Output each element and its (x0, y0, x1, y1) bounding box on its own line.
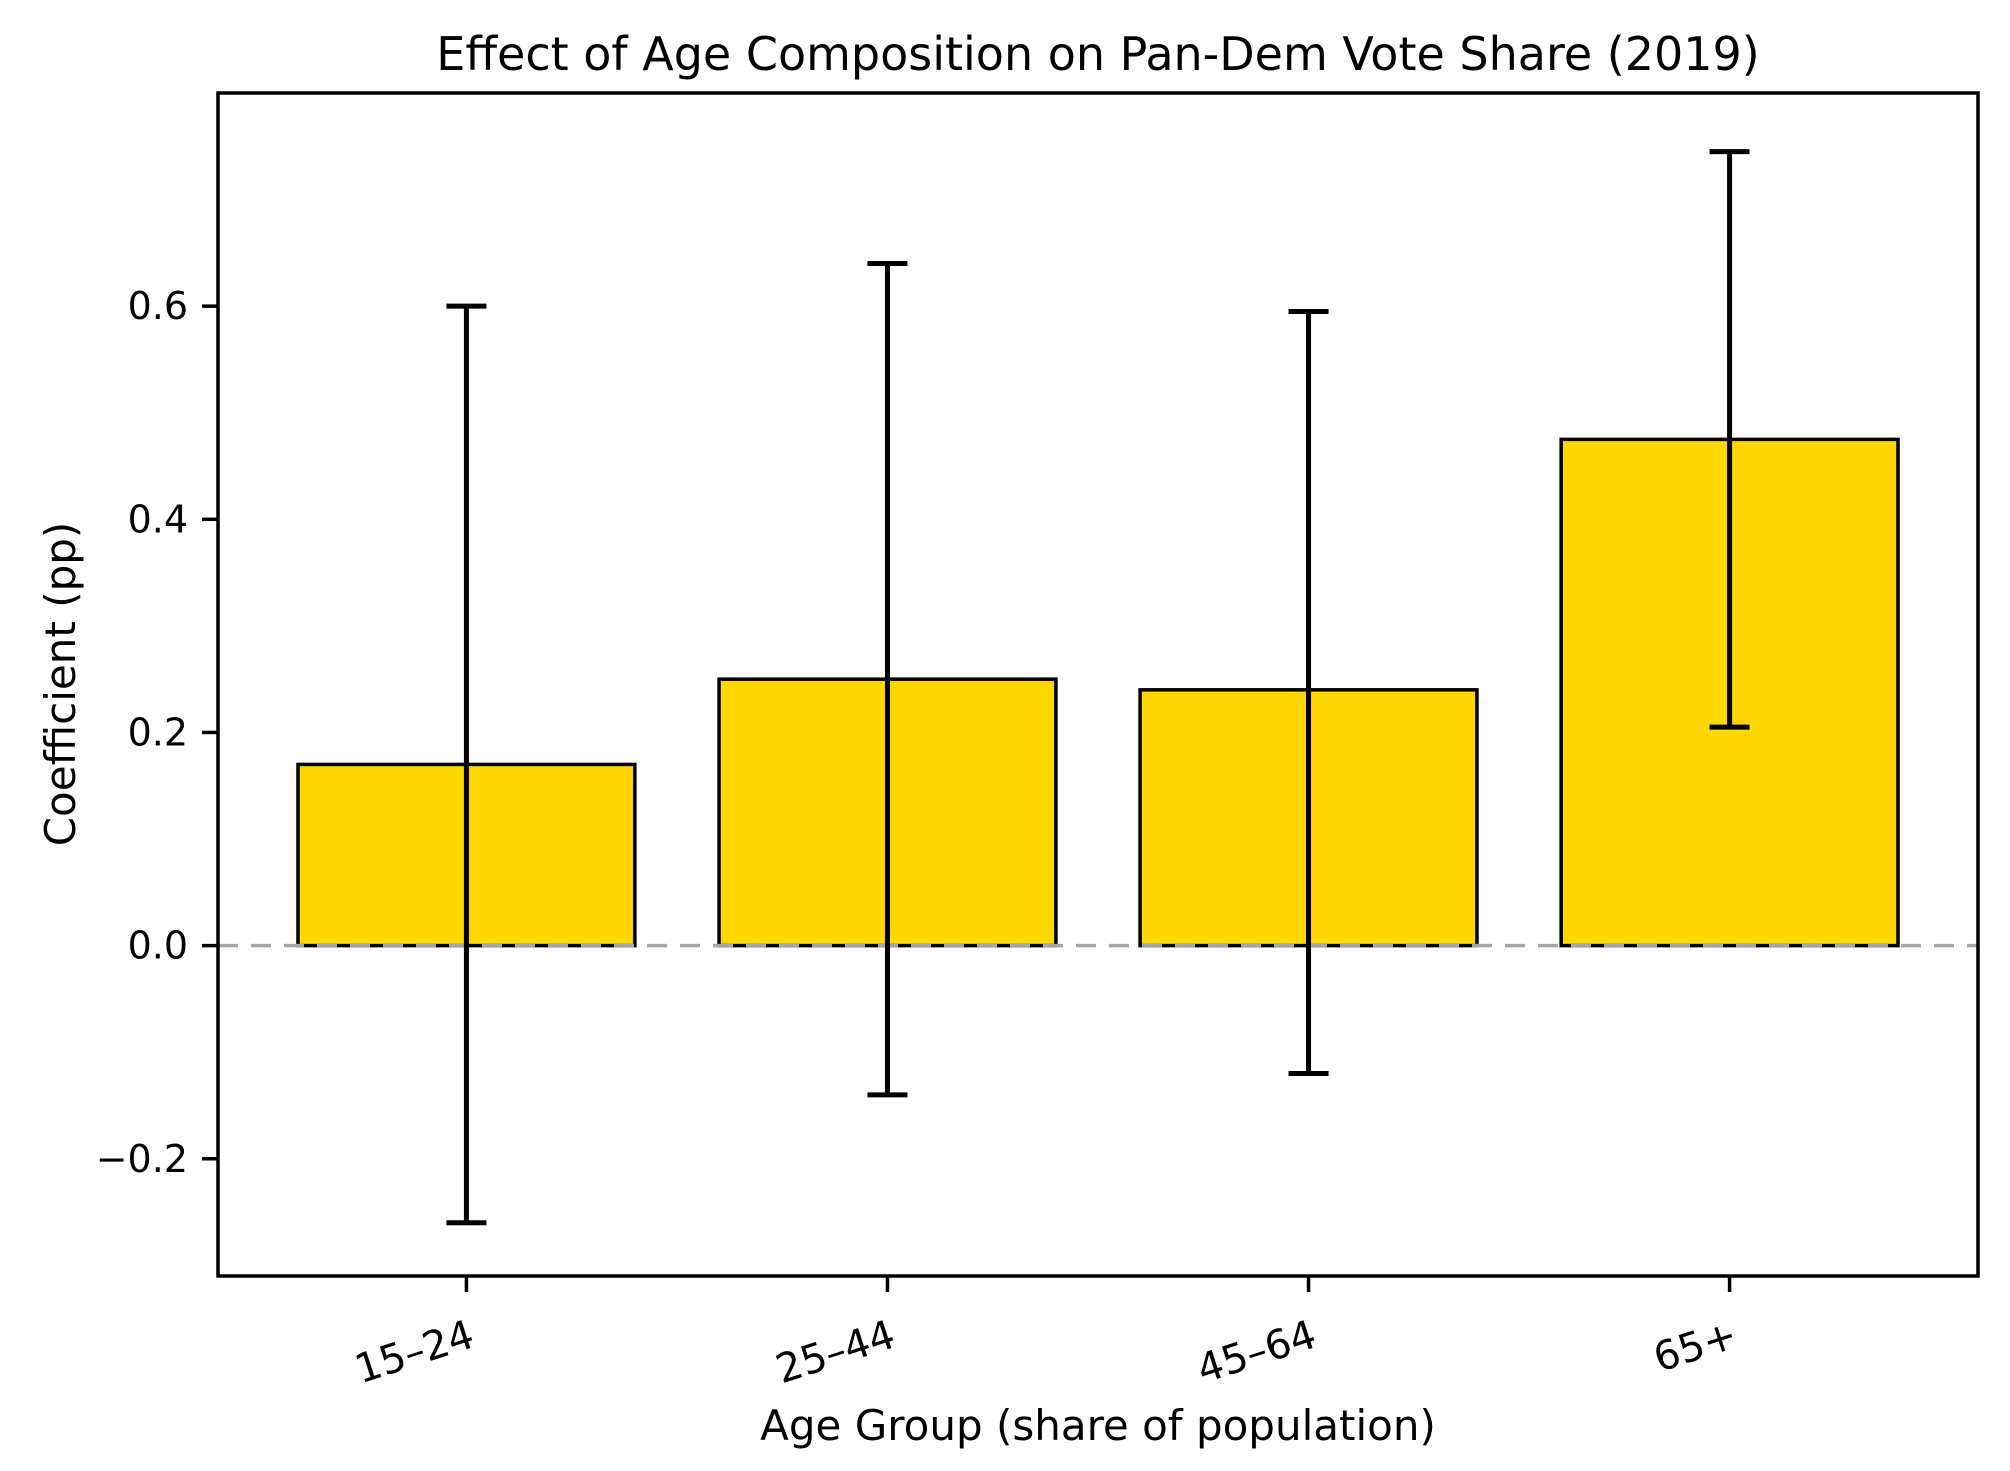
x-tick-label-0: 15–24 (349, 1312, 479, 1393)
y-tick-label-0: −0.2 (96, 1137, 188, 1181)
y-tick-label-3: 0.4 (128, 497, 188, 541)
plot-area: −0.2 0.0 0.2 0.4 0.6 15–24 25–44 45–64 65+ (96, 91, 1980, 1393)
chart-title: Effect of Age Composition on Pan-Dem Vot… (436, 27, 1759, 81)
y-tick-label-1: 0.0 (128, 924, 188, 968)
y-tick-label-4: 0.6 (128, 284, 188, 328)
y-tick-label-2: 0.2 (128, 710, 188, 754)
y-axis-label: Coefficient (pp) (36, 522, 85, 847)
plot-border (216, 91, 1980, 1278)
x-tick-label-3: 65+ (1648, 1312, 1743, 1382)
x-tick-label-2: 45–64 (1192, 1312, 1322, 1393)
x-tick-label-1: 25–44 (771, 1312, 901, 1393)
x-axis-label: Age Group (share of population) (760, 1401, 1436, 1450)
